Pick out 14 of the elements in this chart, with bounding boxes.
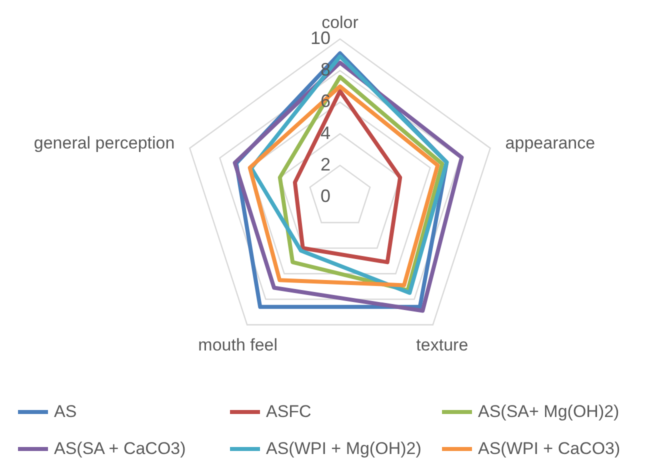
y-tick-label: 6 [320,91,331,112]
legend-label: AS [54,402,77,421]
legend-label: ASFC [266,402,312,421]
legend-label: AS(WPI + CaCO3) [478,439,620,458]
y-tick-label: 2 [320,154,331,174]
y-tick-label: 0 [320,186,331,206]
spoke-label: appearance [505,133,596,152]
legend-label: AS(SA + CaCO3) [54,439,186,458]
y-tick-label: 4 [320,122,331,143]
spoke-label: texture [416,336,468,355]
spoke-label: mouth feel [198,336,278,355]
spoke-label: general perception [34,133,175,152]
legend-label: AS(WPI + Mg(OH)2) [266,439,422,458]
legend-label: AS(SA+ Mg(OH)2) [478,402,620,421]
